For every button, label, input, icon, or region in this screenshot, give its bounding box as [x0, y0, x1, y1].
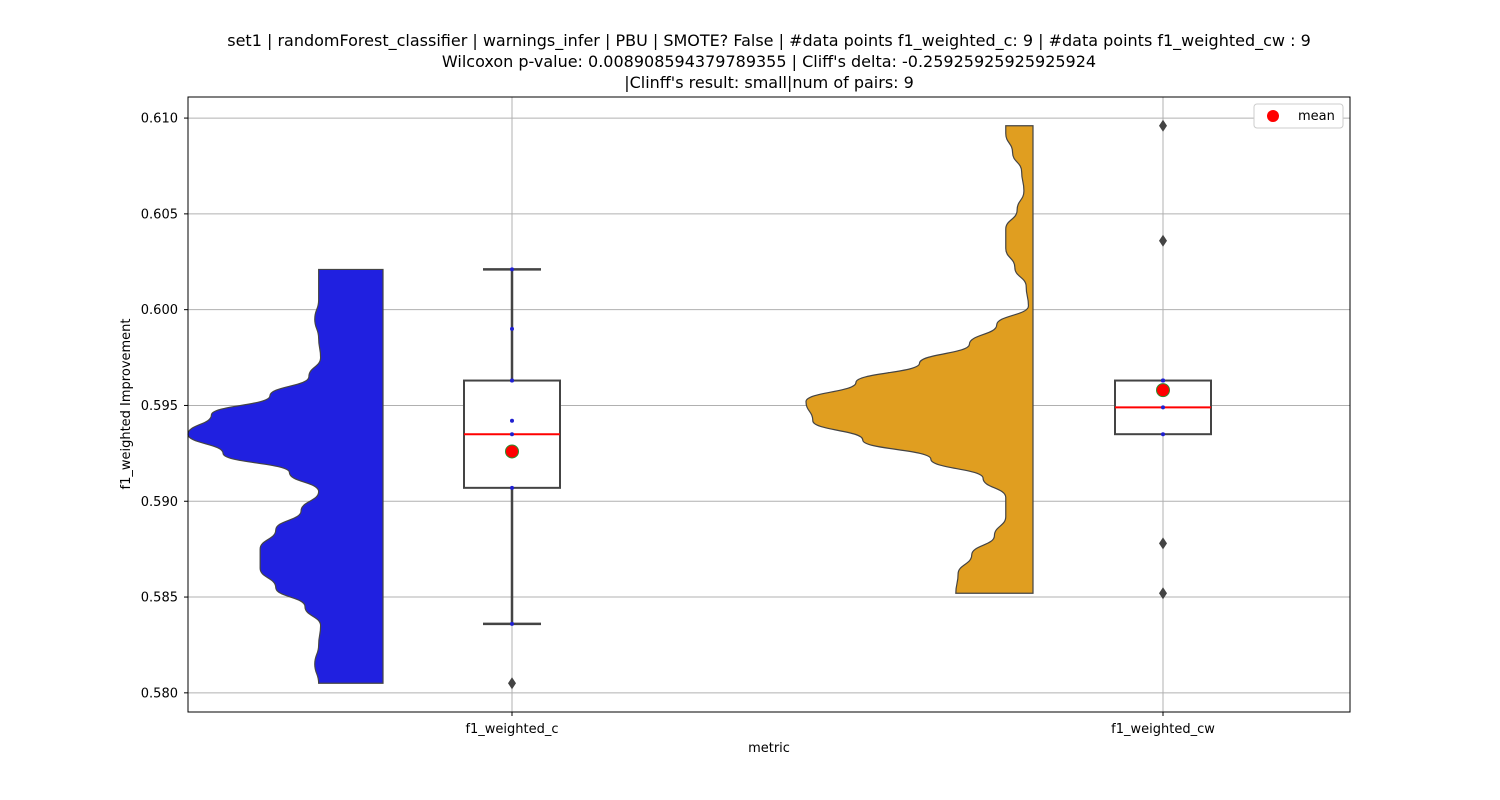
- x-axis-label: metric: [748, 741, 790, 756]
- title-line-2: Wilcoxon p-value: 0.008908594379789355 |…: [441, 52, 1097, 71]
- x-tick-label: f1_weighted_cw: [1111, 722, 1215, 737]
- data-point: [510, 485, 514, 490]
- outlier-marker: [1159, 119, 1167, 132]
- data-point: [510, 418, 514, 423]
- title-line-3: |Clinff's result: small|num of pairs: 9: [624, 73, 914, 92]
- y-tick-label: 0.585: [141, 591, 178, 606]
- y-tick-label: 0.590: [141, 495, 178, 510]
- outlier-marker: [1159, 234, 1167, 247]
- chart-title: set1 | randomForest_classifier | warning…: [0, 30, 1500, 93]
- violin-f1_weighted_cw: [805, 125, 1034, 594]
- data-point: [510, 378, 514, 383]
- data-point: [510, 267, 514, 272]
- mean-marker: [505, 444, 519, 459]
- violin-f1_weighted_c: [187, 268, 384, 684]
- y-tick-label: 0.595: [141, 399, 178, 414]
- axis-layer: 0.580 0.585 0.590 0.595 0.600 0.605 0.610 f1_we…: [141, 96, 1351, 737]
- data-point: [510, 326, 514, 331]
- box-layer: [463, 119, 1212, 690]
- data-point: [1161, 405, 1165, 410]
- legend-frame: [1253, 103, 1344, 129]
- axes-frame: [187, 96, 1351, 713]
- mean-marker: [1156, 383, 1170, 398]
- data-point: [1161, 432, 1165, 437]
- x-tick-label: f1_weighted_c: [465, 722, 558, 737]
- outlier-marker: [1159, 587, 1167, 600]
- legend-mean-label: mean: [1298, 109, 1335, 124]
- violin-layer: [187, 125, 1034, 684]
- boxplot-f1_weighted_cw: [1114, 119, 1212, 600]
- y-tick-label: 0.580: [141, 686, 178, 701]
- legend: mean: [1253, 103, 1344, 129]
- outlier-marker: [508, 677, 516, 690]
- y-axis-label: f1_weighted Improvement: [119, 318, 134, 489]
- outlier-marker: [1159, 537, 1167, 550]
- y-tick-label: 0.605: [141, 207, 178, 222]
- y-tick-label: 0.610: [141, 112, 178, 127]
- legend-mean-marker: [1267, 110, 1279, 122]
- boxplot-f1_weighted_c: [463, 267, 561, 690]
- title-line-1: set1 | randomForest_classifier | warning…: [227, 31, 1311, 50]
- data-point: [510, 621, 514, 626]
- data-point: [510, 432, 514, 437]
- y-tick-label: 0.600: [141, 303, 178, 318]
- data-point: [1161, 378, 1165, 383]
